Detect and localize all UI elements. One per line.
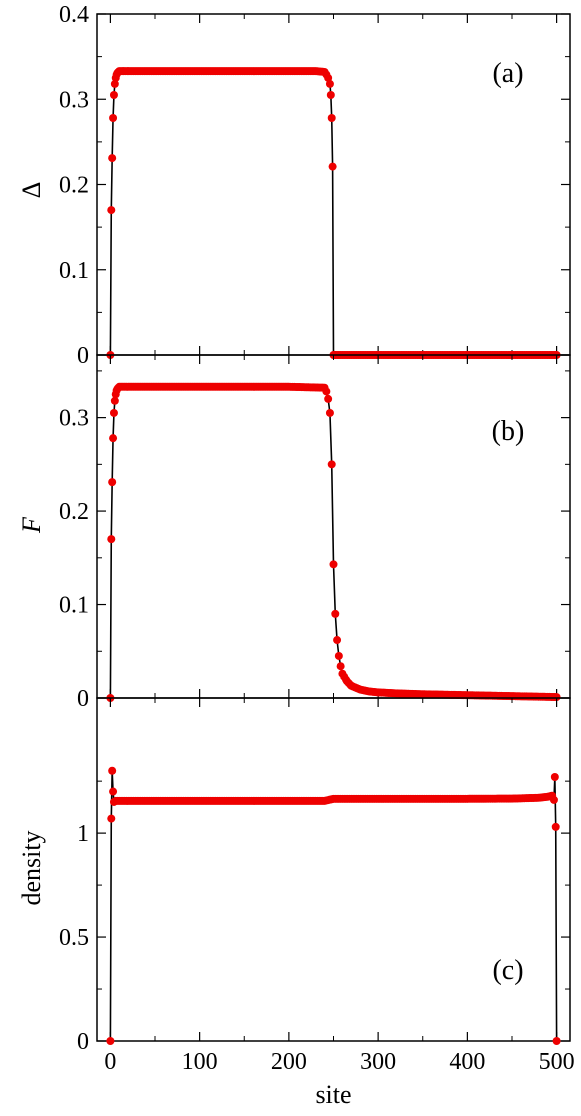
data-point	[108, 766, 117, 775]
data-point	[550, 772, 559, 781]
data-point	[551, 822, 560, 831]
data-point	[109, 434, 118, 443]
data-point	[107, 535, 116, 544]
data-point	[109, 408, 118, 417]
data-point	[108, 154, 117, 163]
series-line	[109, 770, 558, 1042]
y-tick-label: 0.2	[59, 499, 89, 525]
data-point	[331, 609, 340, 618]
panel-c-density: 0 0.5 1 0 100 200 300 400 500 site density (c)	[17, 697, 575, 1109]
data-point	[108, 478, 117, 487]
series-line	[109, 385, 557, 699]
x-tick-label: 400	[449, 1049, 485, 1075]
y-tick-label: 0.1	[59, 258, 89, 284]
panel-label: (a)	[492, 58, 523, 89]
series-markers	[106, 766, 561, 1045]
panel-b-f: 0 0.1 0.2 0.3 F (b)	[17, 354, 571, 712]
data-point	[324, 394, 333, 403]
data-point	[549, 795, 558, 804]
x-tick-label: 200	[271, 1049, 307, 1075]
data-point	[322, 387, 331, 396]
data-point	[325, 408, 334, 417]
panel-label: (c)	[492, 955, 523, 986]
data-point	[333, 636, 342, 645]
x-tick-label: 100	[182, 1049, 218, 1075]
data-point	[329, 560, 338, 569]
y-tick-label: 0.5	[59, 925, 89, 951]
data-point	[326, 90, 335, 99]
data-point	[110, 79, 119, 88]
y-tick-label: 0	[77, 343, 89, 369]
data-point	[328, 162, 337, 171]
data-point	[325, 79, 334, 88]
y-tick-label: 0	[77, 686, 89, 712]
x-axis-label: site	[315, 1080, 351, 1109]
data-point	[107, 814, 116, 823]
panel-a-delta: 0 0.1 0.2 0.3 0.4 Δ (a)	[17, 2, 571, 369]
x-tick-label: 500	[539, 1049, 575, 1075]
data-point	[107, 206, 116, 215]
data-point	[552, 693, 561, 702]
y-tick-label: 0	[77, 1029, 89, 1055]
y-axis-label: density	[17, 830, 46, 905]
y-tick-label: 0.3	[59, 406, 89, 432]
panel-label: (b)	[492, 416, 525, 447]
y-axis-label: Δ	[17, 182, 46, 199]
data-point	[109, 114, 118, 122]
data-point	[110, 396, 119, 405]
data-point	[109, 787, 118, 796]
data-point	[336, 662, 345, 671]
data-point	[327, 114, 336, 122]
y-tick-label: 1	[77, 821, 89, 847]
series-line	[109, 70, 557, 356]
y-tick-label: 0.1	[59, 593, 89, 619]
y-tick-label: 0.4	[59, 2, 89, 28]
plot-frame	[96, 697, 571, 1042]
data-point	[106, 1037, 115, 1045]
data-point	[109, 90, 118, 99]
y-tick-label: 0.3	[59, 87, 89, 113]
y-tick-label: 0.2	[59, 173, 89, 199]
data-point	[334, 651, 343, 660]
x-tick-label: 300	[360, 1049, 396, 1075]
data-point	[327, 460, 336, 469]
data-point	[552, 1037, 561, 1045]
x-tick-label: 0	[104, 1049, 116, 1075]
y-axis-label: F	[17, 516, 46, 534]
